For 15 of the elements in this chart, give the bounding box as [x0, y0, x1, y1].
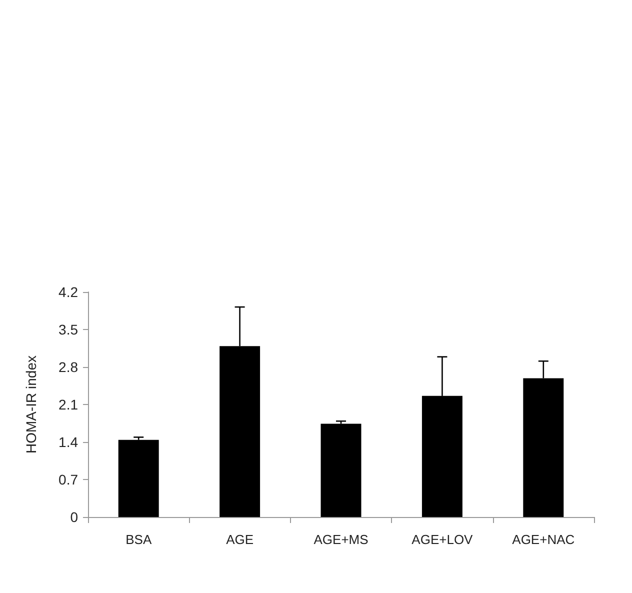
y-tick-label: 2.8: [58, 359, 78, 375]
x-tick-label: BSA: [126, 532, 152, 547]
y-axis-title: HOMA-IR index: [23, 355, 39, 454]
y-tick-label: 3.5: [58, 322, 78, 338]
y-tick-label: 0.7: [58, 472, 78, 488]
y-tick-label: 4.2: [58, 284, 78, 300]
bar: [320, 424, 362, 517]
x-tick-label: AGE+LOV: [412, 532, 474, 547]
bar: [118, 440, 159, 517]
x-tick-label: AGE+NAC: [512, 532, 575, 547]
y-tick-label: 1.4: [58, 434, 78, 450]
y-tick-label: 2.1: [58, 396, 78, 412]
x-tick-label: AGE: [226, 532, 254, 547]
x-tick-label: AGE+MS: [314, 532, 369, 547]
y-tick-label: 0: [70, 509, 78, 525]
